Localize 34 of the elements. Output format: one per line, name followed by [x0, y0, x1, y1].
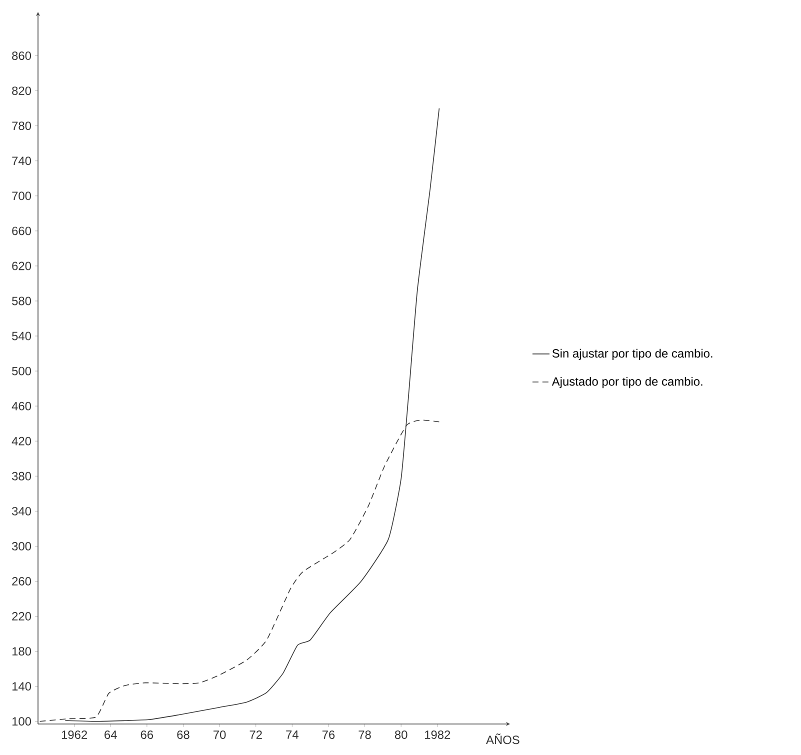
y-tick-label: 780: [12, 122, 32, 130]
x-tick-label: 74: [286, 730, 298, 739]
x-tick-label: 64: [104, 730, 117, 739]
y-tick-label: 740: [12, 156, 32, 166]
y-tick-label: 500: [12, 366, 32, 376]
x-tick-label: 68: [177, 730, 190, 739]
x-tick-label: 76: [322, 730, 335, 739]
y-tick-label: 700: [12, 192, 32, 200]
y-tick-label: 380: [12, 472, 32, 480]
y-tick-label: 460: [12, 402, 32, 410]
legend-label: Sin ajustar por tipo de cambio.: [552, 348, 712, 360]
x-tick-label: 66: [140, 730, 154, 739]
x-tick-label: 70: [214, 730, 226, 739]
y-tick-label: 140: [12, 682, 32, 691]
y-tick-label: 220: [12, 612, 32, 620]
y-tick-label: 100: [12, 717, 32, 726]
x-axis-title: AÑOS: [486, 733, 520, 744]
y-tick-label: 860: [12, 52, 32, 60]
y-tick-label: 340: [12, 506, 32, 516]
y-tick-label: 180: [12, 647, 32, 656]
y-tick-label: 620: [12, 262, 32, 270]
y-tick-label: 820: [12, 86, 32, 96]
y-tick-label: 260: [12, 577, 32, 586]
x-tick-label: 72: [250, 730, 262, 739]
y-tick-label: 660: [12, 226, 32, 236]
x-tick-label: 1962: [62, 730, 88, 739]
y-tick-label: 540: [12, 332, 32, 340]
x-tick-label: 80: [394, 730, 408, 739]
y-tick-label: 300: [12, 542, 32, 550]
y-tick-label: 420: [12, 436, 32, 446]
x-tick-label: 78: [358, 730, 371, 739]
y-tick-label: 580: [12, 296, 32, 306]
x-tick-label: 1982: [425, 730, 450, 739]
legend-label: Ajustado por tipo de cambio.: [552, 376, 702, 388]
